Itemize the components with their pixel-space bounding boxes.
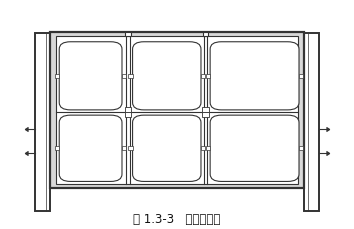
Bar [122, 74, 126, 79]
Bar [125, 112, 131, 117]
FancyBboxPatch shape [132, 43, 201, 110]
Bar [56, 37, 298, 184]
Bar [125, 107, 131, 112]
Bar [206, 74, 210, 79]
Bar [50, 33, 304, 188]
Bar [299, 147, 303, 151]
Bar [206, 147, 210, 151]
Bar [122, 147, 126, 151]
Bar [203, 33, 209, 37]
Text: 图 1.3-3   施工分层图: 图 1.3-3 施工分层图 [133, 212, 221, 225]
Bar [201, 147, 205, 151]
Bar [202, 107, 209, 112]
Bar [201, 74, 205, 79]
Bar [125, 33, 131, 37]
Bar [304, 34, 319, 211]
FancyBboxPatch shape [132, 116, 201, 182]
FancyBboxPatch shape [210, 43, 299, 110]
Bar [129, 147, 132, 151]
Bar [50, 33, 304, 188]
Bar [55, 74, 59, 79]
Bar [35, 34, 50, 211]
FancyBboxPatch shape [210, 116, 299, 182]
Bar [129, 74, 132, 79]
FancyBboxPatch shape [59, 43, 122, 110]
FancyBboxPatch shape [59, 116, 122, 182]
Bar [299, 74, 303, 79]
Bar [202, 112, 209, 117]
Bar [55, 147, 59, 151]
